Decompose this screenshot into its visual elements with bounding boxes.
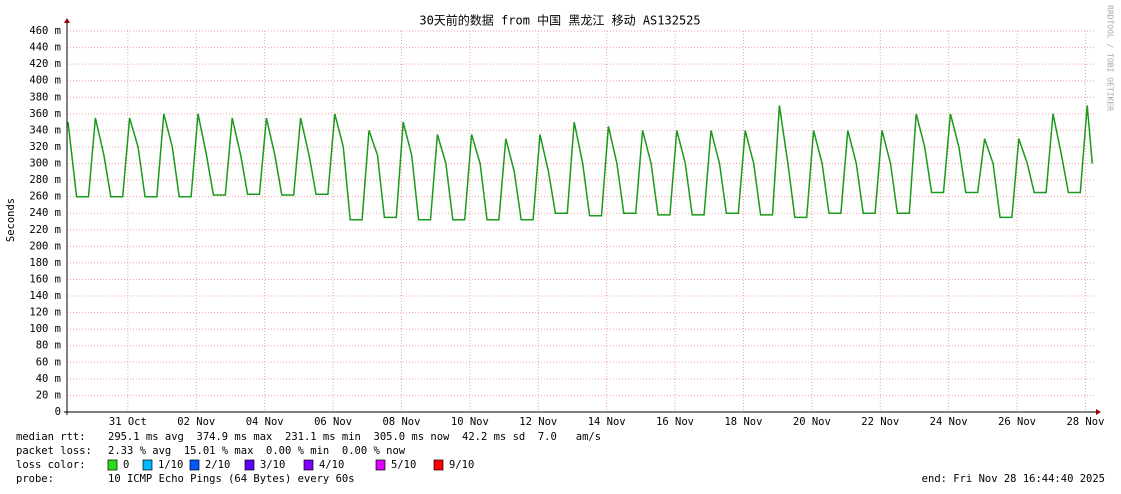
legend-swatch <box>107 459 118 471</box>
x-tick-label: 22 Nov <box>861 416 899 428</box>
x-tick-label: 31 Oct <box>109 416 147 428</box>
probe-text: 10 ICMP Echo Pings (64 Bytes) every 60s <box>108 473 355 485</box>
y-tick-label: 220 m <box>29 224 61 236</box>
y-tick-label: 100 m <box>29 323 61 335</box>
y-tick-label: 80 m <box>36 340 61 352</box>
x-tick-label: 10 Nov <box>451 416 489 428</box>
y-tick-label: 280 m <box>29 174 61 186</box>
end-time: end: Fri Nov 28 16:44:40 2025 <box>922 473 1105 485</box>
x-tick-label: 28 Nov <box>1066 416 1104 428</box>
legend-swatch <box>303 459 314 471</box>
watermark: RRDTOOL / TOBI OETIKER <box>1106 5 1115 111</box>
legend-item: 9/10 <box>449 459 474 471</box>
legend-swatch <box>244 459 255 471</box>
legend-item: 5/10 <box>391 459 416 471</box>
axis-arrow <box>64 18 70 23</box>
x-tick-label: 06 Nov <box>314 416 352 428</box>
x-tick-label: 18 Nov <box>724 416 762 428</box>
y-tick-label: 340 m <box>29 124 61 136</box>
stat-label: packet loss: <box>16 445 92 457</box>
x-tick-label: 08 Nov <box>382 416 420 428</box>
legend-item: 4/10 <box>319 459 344 471</box>
x-tick-label: 16 Nov <box>656 416 694 428</box>
stat-label: median rtt: <box>16 431 86 443</box>
x-tick-label: 04 Nov <box>246 416 284 428</box>
y-tick-label: 400 m <box>29 75 61 87</box>
stat-text: 2.33 % avg 15.01 % max 0.00 % min 0.00 %… <box>108 445 406 457</box>
chart-title: 30天前的数据 from 中国 黑龙江 移动 AS132525 <box>419 13 700 28</box>
y-tick-label: 60 m <box>36 356 61 368</box>
y-tick-label: 20 m <box>36 389 61 401</box>
x-tick-label: 14 Nov <box>588 416 626 428</box>
y-tick-label: 460 m <box>29 25 61 37</box>
y-tick-label: 240 m <box>29 207 61 219</box>
legend-swatch <box>375 459 386 471</box>
y-tick-label: 420 m <box>29 58 61 70</box>
y-axis-label: Seconds <box>5 198 17 242</box>
x-tick-label: 20 Nov <box>793 416 831 428</box>
probe-label: probe: <box>16 473 54 485</box>
x-tick-label: 26 Nov <box>998 416 1036 428</box>
y-tick-label: 160 m <box>29 273 61 285</box>
y-tick-label: 260 m <box>29 191 61 203</box>
stat-text: 295.1 ms avg 374.9 ms max 231.1 ms min 3… <box>108 431 601 443</box>
x-tick-label: 02 Nov <box>177 416 215 428</box>
y-tick-label: 380 m <box>29 91 61 103</box>
y-tick-label: 320 m <box>29 141 61 153</box>
y-tick-label: 360 m <box>29 108 61 120</box>
x-tick-label: 12 Nov <box>519 416 557 428</box>
legend-item: 0 <box>123 459 129 471</box>
legend-item: 3/10 <box>260 459 285 471</box>
y-tick-label: 200 m <box>29 240 61 252</box>
legend-swatch <box>142 459 153 471</box>
y-tick-label: 0 <box>55 406 61 418</box>
y-tick-label: 300 m <box>29 158 61 170</box>
legend-swatch <box>433 459 444 471</box>
x-tick-label: 24 Nov <box>930 416 968 428</box>
axis-arrow <box>1096 409 1101 415</box>
legend-item: 1/10 <box>158 459 183 471</box>
legend-label: loss color: <box>16 459 86 471</box>
y-tick-label: 120 m <box>29 307 61 319</box>
y-tick-label: 180 m <box>29 257 61 269</box>
median-line <box>67 105 1094 221</box>
legend-item: 2/10 <box>205 459 230 471</box>
legend-swatch <box>189 459 200 471</box>
y-tick-label: 40 m <box>36 373 61 385</box>
y-tick-label: 140 m <box>29 290 61 302</box>
y-tick-label: 440 m <box>29 42 61 54</box>
